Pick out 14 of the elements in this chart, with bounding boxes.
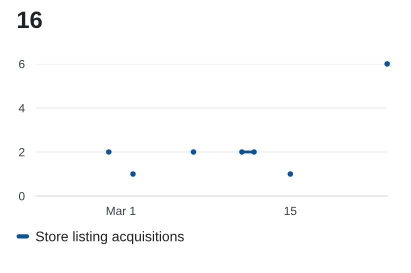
y-tick-label: 0 bbox=[18, 192, 25, 200]
point bbox=[130, 171, 136, 177]
point bbox=[251, 149, 257, 155]
x-tick-label: 15 bbox=[284, 206, 296, 216]
y-tick-label: 2 bbox=[19, 148, 24, 156]
y-tick-label: 6 bbox=[19, 60, 25, 68]
chart-title: 16 bbox=[18, 11, 42, 28]
point bbox=[288, 171, 294, 177]
x-tick-label: Mar 1 bbox=[106, 206, 136, 216]
point bbox=[190, 149, 196, 155]
point bbox=[239, 149, 245, 155]
legend-label: Store listing acquisitions bbox=[36, 231, 184, 244]
y-tick-label: 4 bbox=[18, 104, 25, 112]
point bbox=[384, 61, 390, 67]
